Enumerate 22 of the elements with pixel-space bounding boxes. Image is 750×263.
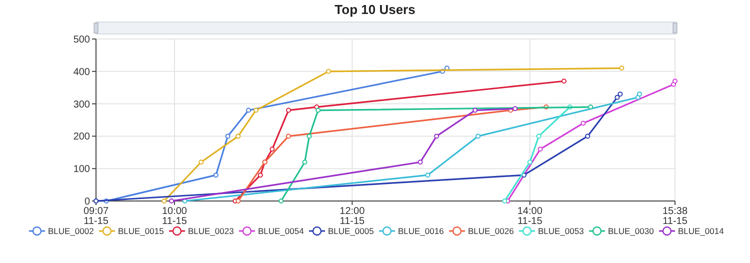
legend-label: BLUE_0014 bbox=[678, 226, 724, 236]
y-tick-label: 400 bbox=[73, 66, 90, 78]
y-tick-label: 100 bbox=[73, 164, 90, 176]
x-tick-label: 15:38 11-15 bbox=[662, 206, 688, 227]
x-tick-label: 12:00 11-15 bbox=[340, 206, 366, 227]
legend-label: BLUE_0054 bbox=[258, 226, 304, 236]
chart-title: Top 10 Users bbox=[334, 2, 416, 17]
x-tick-label: 09:07 11-15 bbox=[83, 206, 109, 227]
legend-label: BLUE_0053 bbox=[538, 226, 584, 236]
legend-label: BLUE_0005 bbox=[328, 226, 374, 236]
x-tick-label: 10:00 11-15 bbox=[162, 206, 188, 227]
legend-label: BLUE_0030 bbox=[608, 226, 654, 236]
legend-label: BLUE_0002 bbox=[48, 226, 94, 236]
legend-label: BLUE_0026 bbox=[468, 226, 514, 236]
y-tick-label: 200 bbox=[73, 132, 90, 143]
y-tick-label: 500 bbox=[73, 34, 90, 46]
legend-label: BLUE_0015 bbox=[118, 226, 164, 236]
legend-label: BLUE_0023 bbox=[188, 226, 234, 236]
y-tick-label: 0 bbox=[84, 196, 90, 208]
x-tick-label: 14:00 11-15 bbox=[517, 206, 543, 227]
y-tick-label: 300 bbox=[73, 99, 90, 110]
legend-label: BLUE_0016 bbox=[398, 226, 444, 236]
